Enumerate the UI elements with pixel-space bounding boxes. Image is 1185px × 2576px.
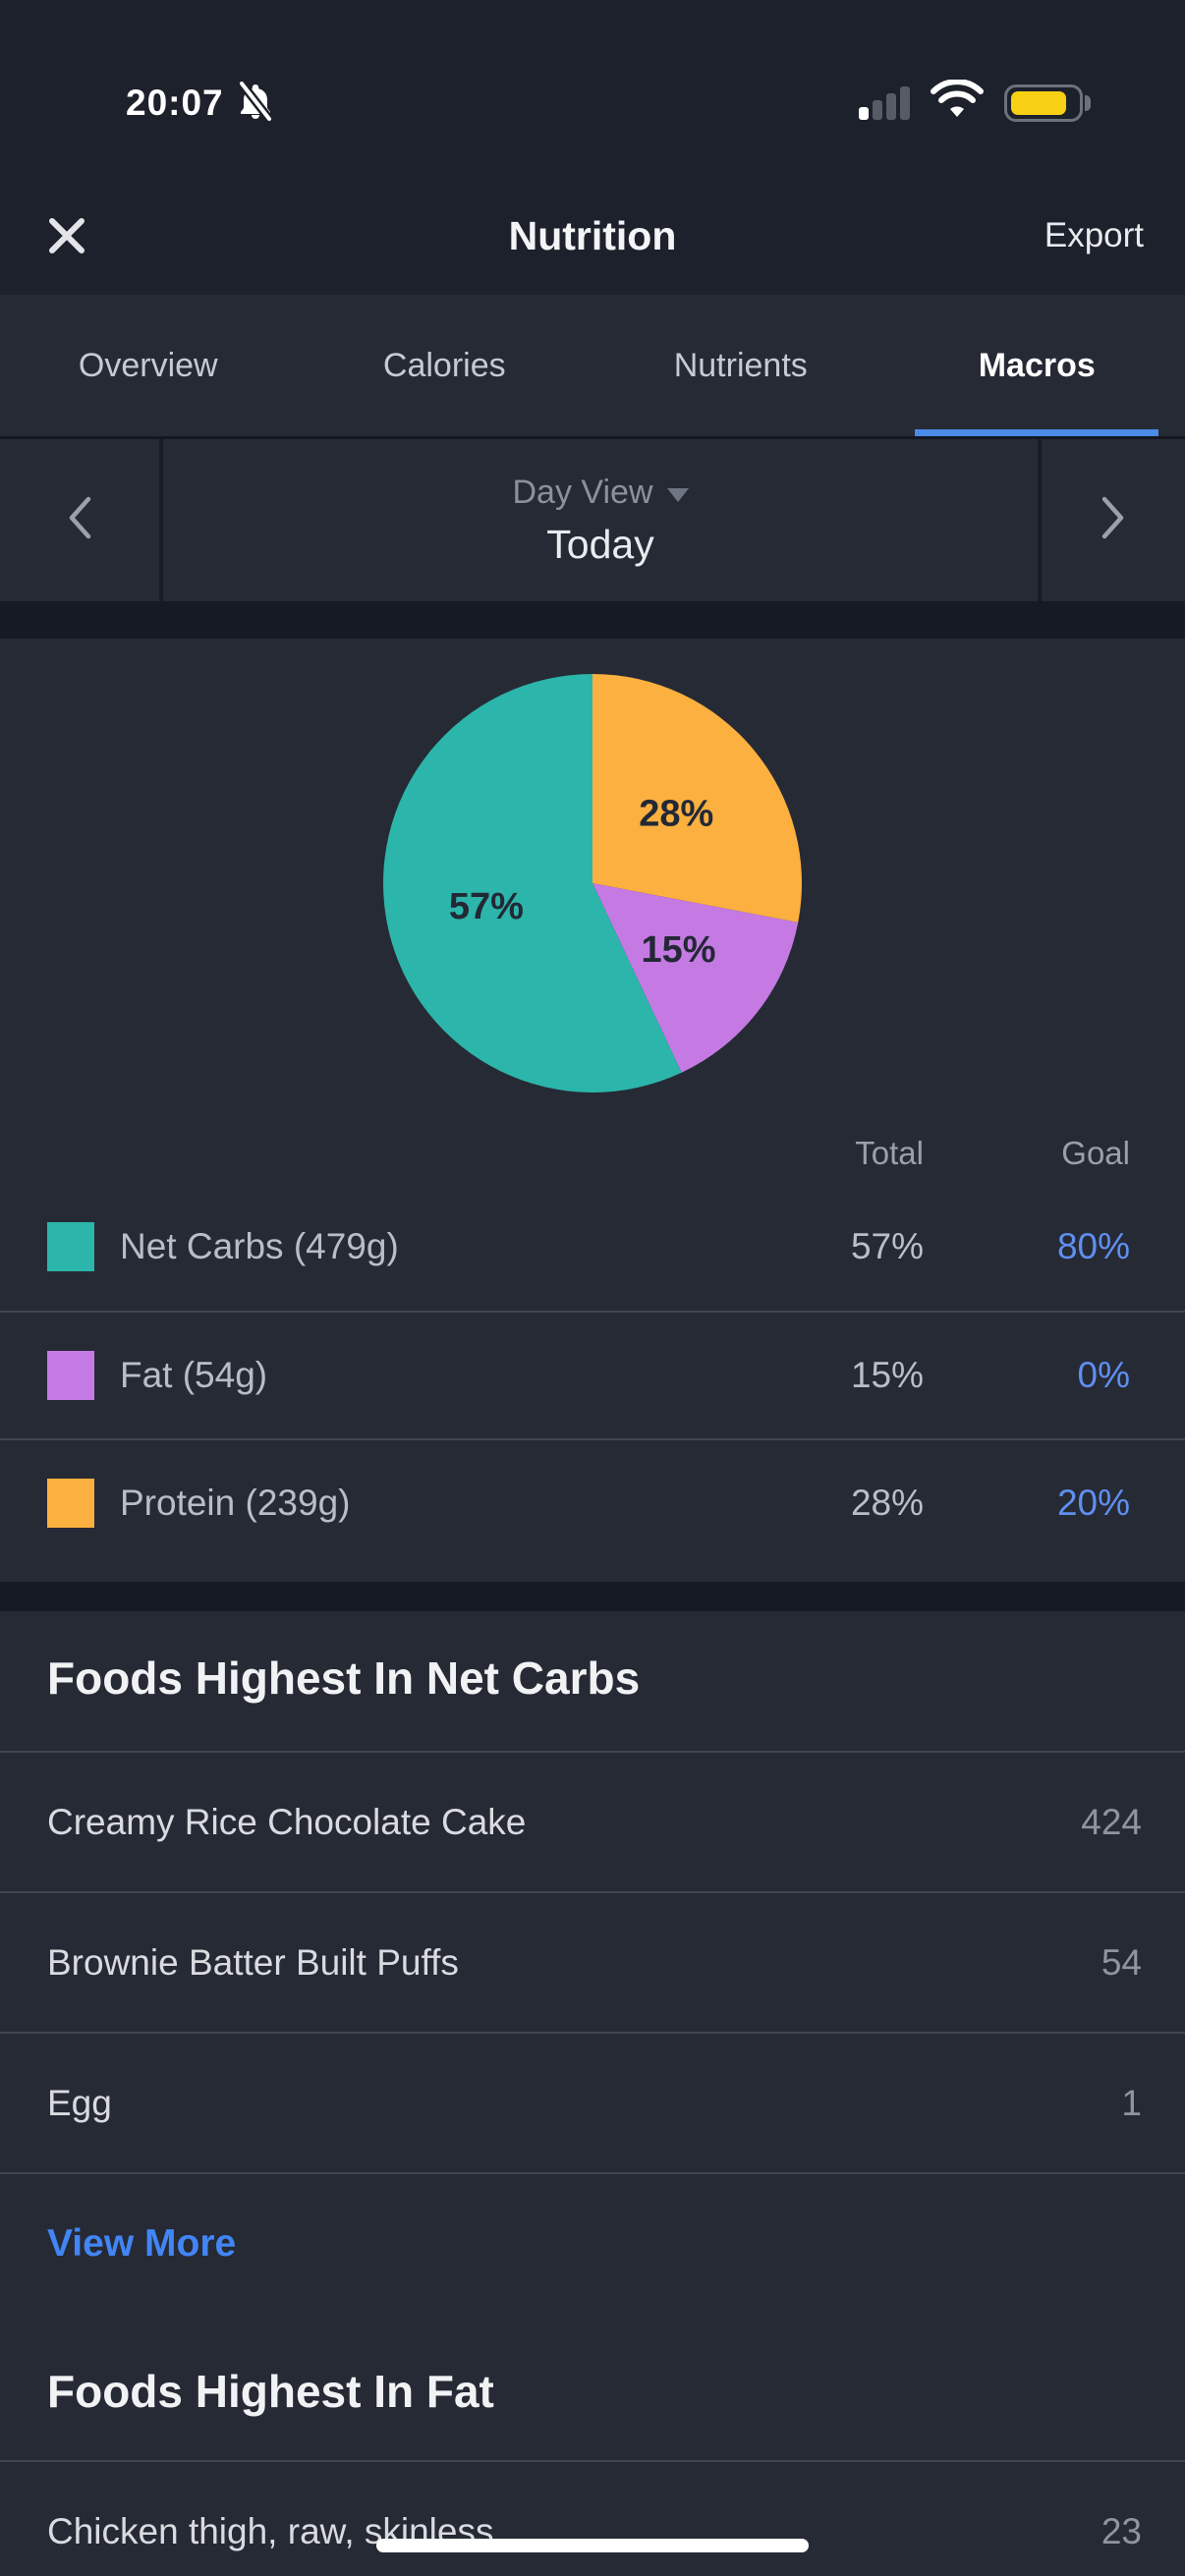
status-time-cluster: 20:07 [126, 80, 277, 128]
column-header-goal: Goal [1061, 1135, 1130, 1171]
pie-slice-label: 57% [449, 886, 524, 927]
caret-down-icon [666, 488, 689, 502]
legend-goal-value: 20% [1056, 1483, 1130, 1523]
legend-row-fat: Fat (54g) 15% 0% [0, 1311, 1185, 1438]
food-name: Egg [47, 2082, 112, 2123]
clock-time: 20:07 [126, 83, 224, 123]
current-date-label: Today [546, 521, 654, 567]
legend-row-net-carbs: Net Carbs (479g) 57% 80% [0, 1183, 1185, 1311]
macros-chart-card: 28% 15% 57% Total Goal Net Carbs (479g) 57… [0, 672, 1185, 1582]
food-name: Creamy Rice Chocolate Cake [47, 1801, 527, 1842]
date-selector: Day View Today [0, 436, 1185, 601]
legend-label: Protein (239g) [120, 1483, 351, 1523]
legend-label: Fat (54g) [120, 1355, 268, 1395]
legend-row-protein: Protein (239g) 28% 20% [0, 1438, 1185, 1566]
active-tab-underline [915, 429, 1158, 436]
status-right-icons [859, 78, 1091, 128]
protein-swatch [47, 1479, 94, 1528]
next-day-button[interactable] [1038, 439, 1185, 601]
section-heading: Foods Highest In Net Carbs [47, 1652, 641, 1704]
legend-label: Net Carbs (479g) [120, 1226, 399, 1266]
tab-nutrients[interactable]: Nutrients [673, 346, 808, 384]
food-value: 424 [1081, 1801, 1142, 1842]
previous-day-button[interactable] [0, 439, 163, 601]
fat-swatch [47, 1351, 94, 1400]
pie-slice-protein [592, 674, 803, 923]
page-title: Nutrition [508, 212, 677, 258]
view-more-link[interactable]: View More [47, 2221, 237, 2265]
section-separator [0, 601, 1185, 639]
food-value: 54 [1100, 1941, 1142, 1983]
legend-total-value: 28% [850, 1483, 924, 1523]
pie-slice-label: 28% [639, 793, 713, 834]
home-indicator[interactable] [376, 2539, 809, 2552]
view-more-row: View More [0, 2172, 1185, 2313]
legend-goal-value: 0% [1077, 1355, 1130, 1395]
legend-header: Total Goal [0, 1124, 1185, 1183]
wifi-icon [928, 78, 987, 128]
legend-total-value: 57% [850, 1226, 924, 1266]
tab-macros[interactable]: Macros [978, 346, 1096, 384]
legend-goal-value: 80% [1056, 1226, 1130, 1266]
food-row: Chicken thigh, raw, skinless 23 [0, 2460, 1185, 2576]
date-view-dropdown[interactable]: Day View Today [163, 439, 1038, 601]
chevron-right-icon [1100, 495, 1126, 545]
battery-low-power-icon [1004, 84, 1091, 122]
nav-bar: Nutrition Export [0, 177, 1185, 295]
tab-bar: Overview Calories Nutrients Macros [0, 295, 1185, 436]
pie-slice-net-carbs [383, 674, 682, 1092]
section-heading: Foods Highest In Fat [47, 2366, 494, 2417]
pie-slice-fat [592, 883, 799, 1073]
food-row: Creamy Rice Chocolate Cake 424 [0, 1751, 1185, 1891]
legend-total-value: 15% [850, 1355, 924, 1395]
section-foods-highest-net-carbs: Foods Highest In Net Carbs Creamy Rice C… [0, 1611, 1185, 2313]
food-row: Brownie Batter Built Puffs 54 [0, 1891, 1185, 2032]
view-mode-label: Day View [512, 473, 653, 511]
close-button[interactable] [47, 216, 86, 255]
tab-calories[interactable]: Calories [382, 346, 506, 384]
section-foods-highest-fat: Foods Highest In Fat Chicken thigh, raw,… [0, 2313, 1185, 2576]
status-bar: 20:07 [0, 0, 1185, 177]
food-value: 1 [1121, 2082, 1142, 2123]
view-mode: Day View [513, 474, 689, 512]
signal-icon [859, 86, 910, 120]
macros-pie-chart: 28% 15% 57% [381, 672, 804, 1094]
section-separator [0, 1582, 1185, 1611]
column-header-total: Total [855, 1135, 924, 1171]
net-carbs-swatch [47, 1222, 94, 1271]
bell-slash-icon [234, 80, 277, 128]
food-value: 23 [1100, 2510, 1142, 2551]
tab-overview[interactable]: Overview [78, 346, 218, 384]
export-button[interactable]: Export [1044, 216, 1144, 254]
food-name: Brownie Batter Built Puffs [47, 1941, 459, 1983]
chevron-left-icon [67, 495, 92, 545]
pie-slice-label: 15% [641, 929, 715, 971]
food-row: Egg 1 [0, 2032, 1185, 2172]
